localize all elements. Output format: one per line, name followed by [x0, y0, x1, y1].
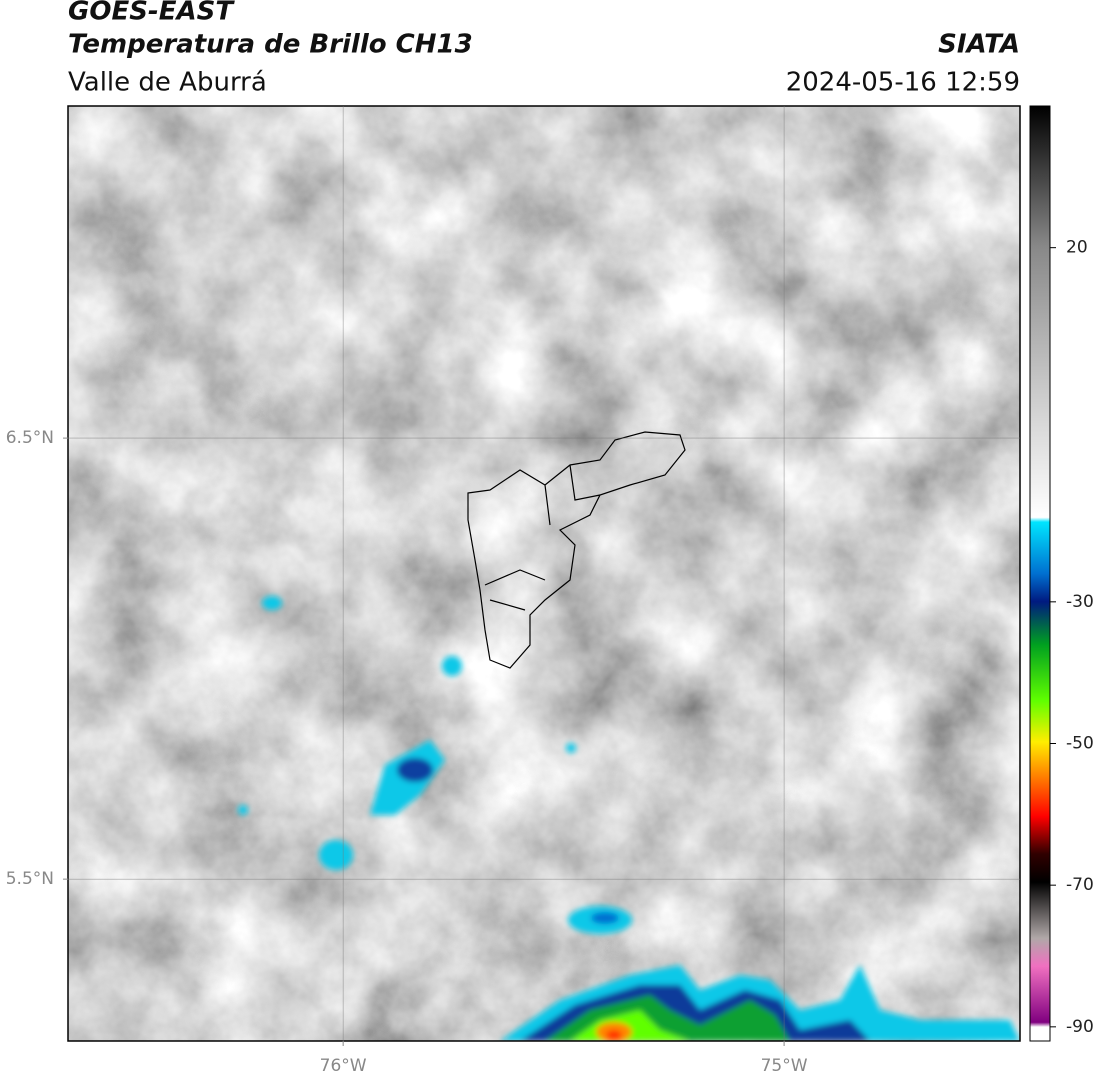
municipal-boundaries — [467, 431, 686, 669]
source: SIATA — [938, 30, 1020, 60]
cold-cloud-tops — [238, 596, 1020, 1041]
map-frame — [67, 105, 1021, 1042]
colorbar-tick-label: -90 — [1066, 1017, 1094, 1037]
title: GOES-EAST — [68, 0, 235, 27]
subtitle: Temperatura de Brillo CH13 — [68, 30, 473, 60]
region: Valle de Aburrá — [68, 68, 267, 98]
colorbar-tick-label: -30 — [1066, 592, 1094, 612]
x-tick-label: 76°W — [320, 1056, 367, 1076]
colorbar-tick-label: -70 — [1066, 875, 1094, 895]
colorbar-tick-label: 20 — [1066, 238, 1088, 258]
satellite-image — [68, 106, 1020, 1041]
colorbar — [1029, 105, 1051, 1042]
cloud-field — [68, 106, 1020, 1041]
y-tick-label: 6.5°N — [6, 428, 54, 448]
colorbar-tick-label: -50 — [1066, 734, 1094, 754]
y-tick-label: 5.5°N — [6, 869, 54, 889]
x-tick-label: 75°W — [761, 1056, 808, 1076]
datetime: 2024-05-16 12:59 — [786, 68, 1020, 98]
